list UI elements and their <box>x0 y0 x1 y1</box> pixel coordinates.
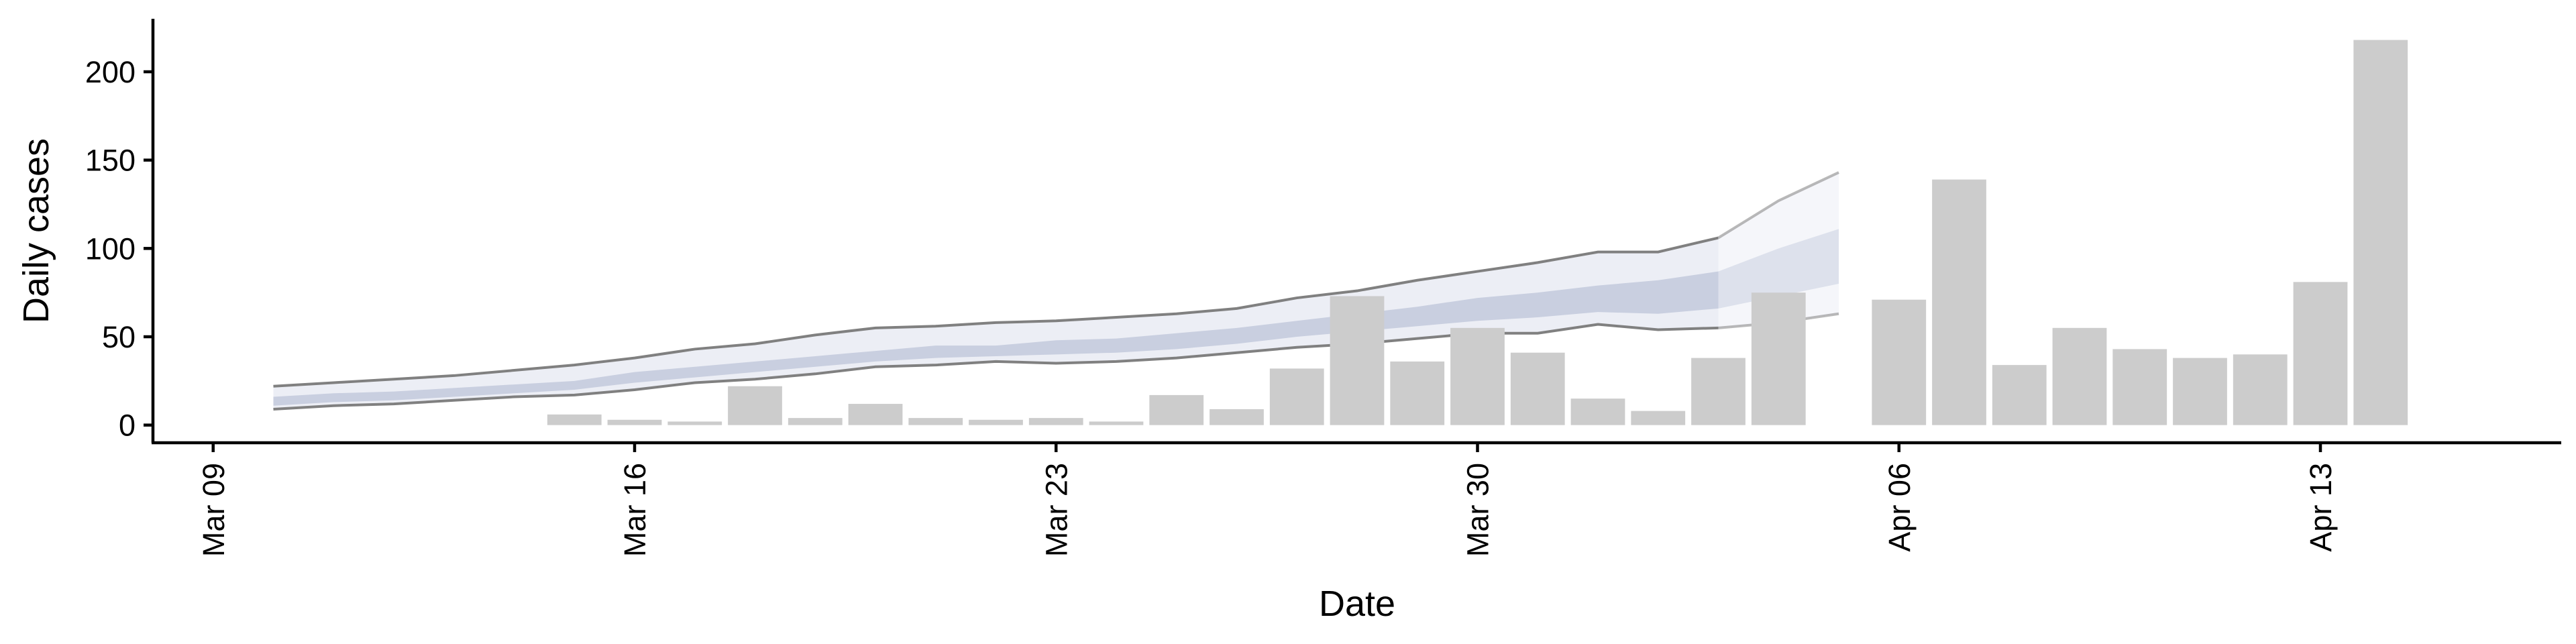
bar-2020-04-11 <box>2173 358 2227 425</box>
y-tick-label: 50 <box>102 320 136 354</box>
bar-2020-03-21 <box>908 418 963 425</box>
forecast-inner-band-0 <box>273 271 1719 406</box>
forecast-band <box>273 171 1839 411</box>
forecast-upper-line-1 <box>1717 171 1839 239</box>
bar-2020-03-23 <box>1028 418 1083 425</box>
x-tick-label: Mar 30 <box>1461 463 1495 557</box>
bar-2020-03-30 <box>1450 327 1505 425</box>
bar-2020-03-26 <box>1210 409 1264 425</box>
x-tick-label: Mar 16 <box>618 463 652 557</box>
x-axis-ticks: Mar 09 Mar 16 Mar 23 Mar 30 Apr 06 Apr 13 <box>197 443 2338 557</box>
bar-2020-04-07 <box>1932 179 1986 425</box>
bar-2020-03-15 <box>547 414 602 425</box>
bar-2020-03-25 <box>1149 394 1204 425</box>
bar-2020-03-24 <box>1089 421 1144 425</box>
bar-2020-04-04 <box>1751 292 1806 425</box>
bar-2020-03-16 <box>607 419 662 425</box>
x-tick-label: Apr 06 <box>1882 463 1917 552</box>
bar-2020-04-10 <box>2112 349 2167 425</box>
bar-series <box>547 40 2408 425</box>
bar-2020-03-29 <box>1390 361 1445 425</box>
y-axis-ticks: 0 50 100 150 200 <box>85 55 153 443</box>
bar-2020-04-06 <box>1872 299 1927 425</box>
forecast-inner-band-1 <box>1718 229 1839 309</box>
bar-2020-03-22 <box>969 419 1023 425</box>
bar-2020-03-31 <box>1510 352 1565 425</box>
bar-2020-04-13 <box>2293 282 2348 425</box>
bar-2020-03-18 <box>728 386 782 425</box>
bar-2020-03-20 <box>848 404 903 425</box>
bar-2020-04-08 <box>1992 365 2047 425</box>
bar-2020-03-28 <box>1330 296 1385 425</box>
bar-2020-03-27 <box>1269 368 1324 425</box>
y-tick-label: 0 <box>119 409 136 443</box>
y-tick-label: 150 <box>85 144 136 178</box>
bar-2020-04-01 <box>1570 398 1625 425</box>
x-tick-label: Apr 13 <box>2304 463 2338 552</box>
bar-2020-04-09 <box>2052 327 2107 425</box>
bar-2020-04-03 <box>1691 358 1746 425</box>
bar-2020-03-17 <box>667 421 722 425</box>
y-tick-label: 200 <box>85 55 136 89</box>
bar-2020-04-14 <box>2353 40 2408 425</box>
x-tick-label: Mar 09 <box>197 463 231 557</box>
bar-2020-04-02 <box>1631 411 1686 425</box>
y-axis-title: Daily cases <box>16 138 56 323</box>
bar-2020-04-12 <box>2233 354 2288 425</box>
y-tick-label: 100 <box>85 231 136 266</box>
x-tick-label: Mar 23 <box>1039 463 1073 557</box>
bar-2020-03-19 <box>788 418 843 425</box>
x-axis-title: Date <box>1319 584 1395 624</box>
forecast-upper-line-0 <box>273 236 1719 388</box>
